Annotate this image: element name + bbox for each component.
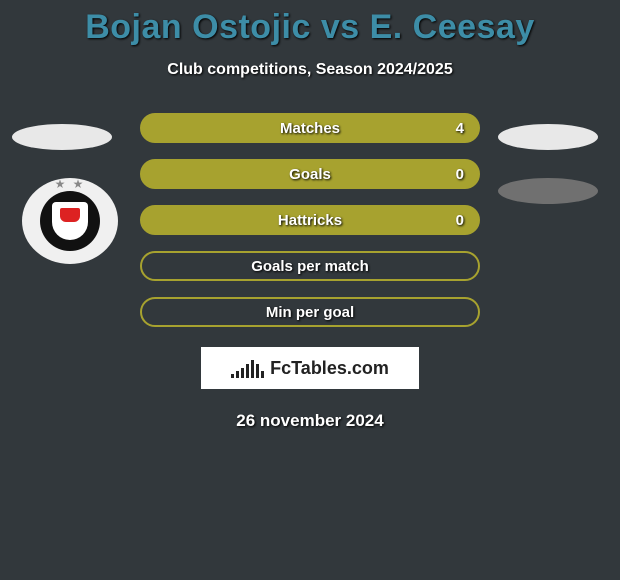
left-team-placeholder bbox=[12, 124, 112, 150]
right-team-placeholder-2 bbox=[498, 178, 598, 204]
page-title: Bojan Ostojic vs E. Ceesay bbox=[0, 0, 620, 47]
stat-value: 0 bbox=[456, 166, 464, 183]
page-subtitle: Club competitions, Season 2024/2025 bbox=[0, 61, 620, 79]
brand-bars-icon bbox=[231, 358, 264, 378]
brand-text: FcTables.com bbox=[270, 358, 389, 379]
club-badge: ★ ★ bbox=[22, 178, 118, 264]
stat-label: Min per goal bbox=[266, 304, 354, 321]
stat-label: Hattricks bbox=[278, 212, 342, 229]
stat-row: Goals 0 bbox=[140, 159, 480, 189]
stat-label: Goals bbox=[289, 166, 331, 183]
stat-row: Goals per match bbox=[140, 251, 480, 281]
stat-row: Matches 4 bbox=[140, 113, 480, 143]
stat-label: Goals per match bbox=[251, 258, 369, 275]
update-date: 26 november 2024 bbox=[0, 411, 620, 431]
stat-label: Matches bbox=[280, 120, 340, 137]
stat-value: 4 bbox=[456, 120, 464, 137]
stat-row: Min per goal bbox=[140, 297, 480, 327]
stat-value: 0 bbox=[456, 212, 464, 229]
right-team-placeholder-1 bbox=[498, 124, 598, 150]
stat-row: Hattricks 0 bbox=[140, 205, 480, 235]
brand-box[interactable]: FcTables.com bbox=[201, 347, 419, 389]
